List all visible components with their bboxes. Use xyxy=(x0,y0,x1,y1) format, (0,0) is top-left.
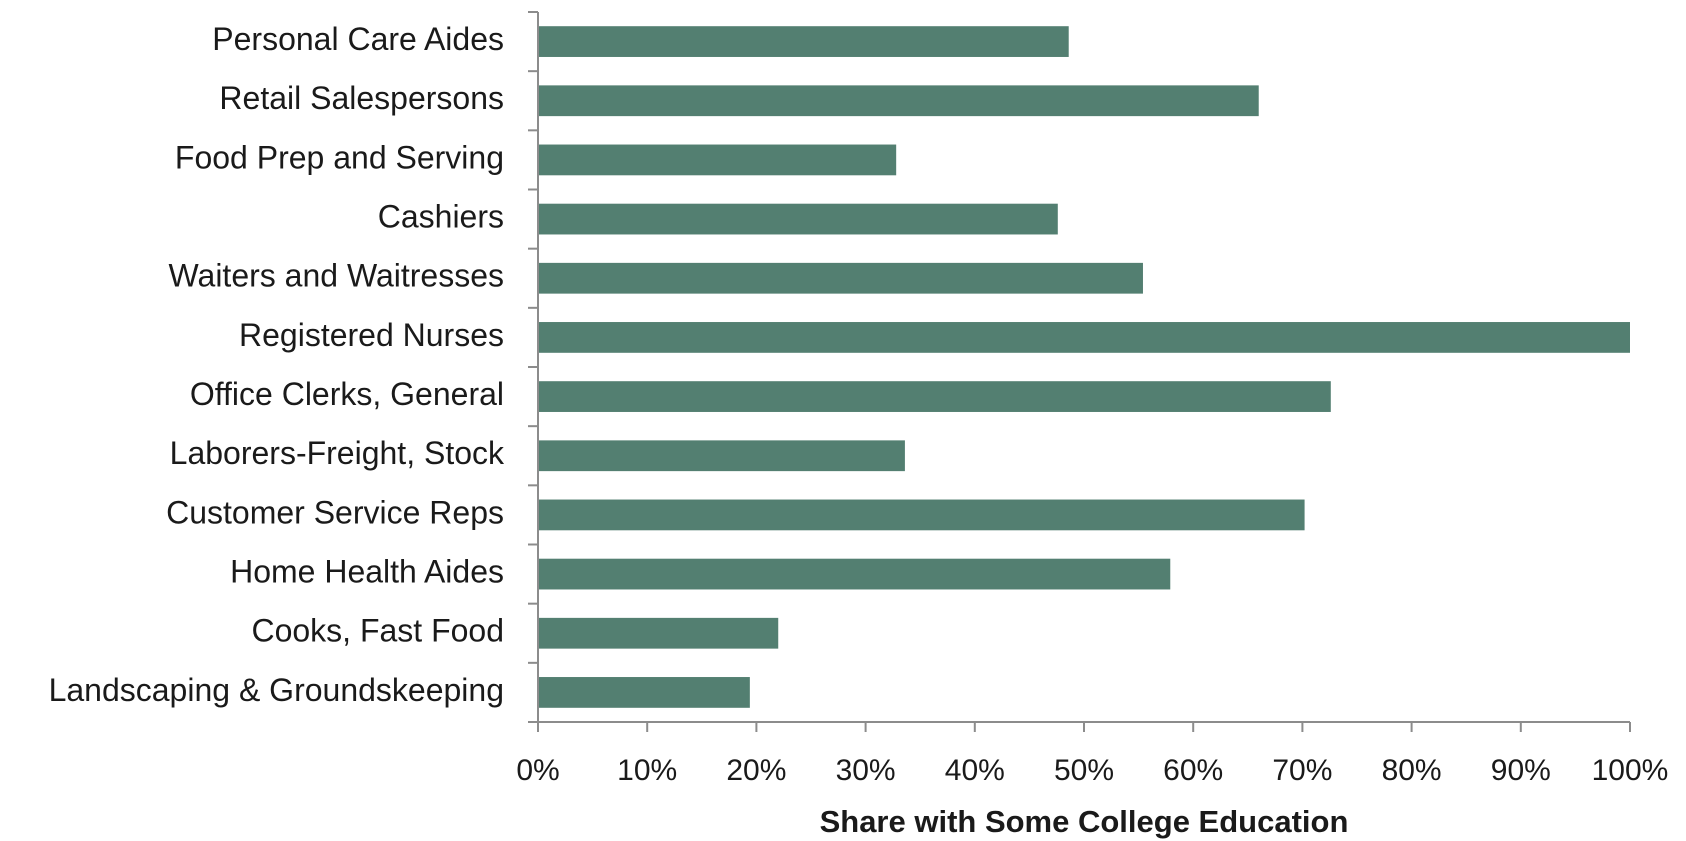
bar xyxy=(538,440,905,472)
x-tick-label: 60% xyxy=(1163,754,1223,787)
bar xyxy=(538,26,1069,57)
x-tick-label: 90% xyxy=(1491,754,1551,787)
bar xyxy=(538,381,1331,412)
category-label: Retail Salespersons xyxy=(219,80,504,116)
x-tick-label: 0% xyxy=(516,754,559,787)
category-label: Waiters and Waitresses xyxy=(169,258,505,294)
x-tick-label: 20% xyxy=(726,754,786,787)
category-label: Customer Service Reps xyxy=(166,494,504,530)
bar xyxy=(538,617,779,649)
category-label: Cashiers xyxy=(378,199,504,235)
x-tick-label: 30% xyxy=(836,754,896,787)
bars-group xyxy=(538,26,1630,708)
bar xyxy=(538,322,1630,353)
category-label: Registered Nurses xyxy=(239,317,504,353)
x-tick-label: 40% xyxy=(945,754,1005,787)
category-label: Landscaping & Groundskeeping xyxy=(49,672,504,708)
bar xyxy=(538,144,897,176)
x-tick-label: 80% xyxy=(1382,754,1442,787)
y-axis-ticks xyxy=(528,11,538,723)
bar xyxy=(538,499,1305,531)
x-tick-label: 10% xyxy=(617,754,677,787)
category-labels: Personal Care Aides Retail Salespersons Fo… xyxy=(49,21,505,708)
x-axis-ticks xyxy=(537,722,1631,732)
category-label: Laborers-Freight, Stock xyxy=(170,435,505,471)
x-tick-label: 100% xyxy=(1592,754,1669,787)
category-label: Home Health Aides xyxy=(230,554,504,590)
category-label: Cooks, Fast Food xyxy=(251,613,504,649)
bar xyxy=(538,677,750,708)
x-tick-label: 50% xyxy=(1054,754,1114,787)
x-tick-label: 70% xyxy=(1272,754,1332,787)
bar xyxy=(538,558,1171,590)
x-axis-title: Share with Some College Education xyxy=(820,804,1349,839)
bar xyxy=(538,85,1259,117)
category-label: Food Prep and Serving xyxy=(175,139,504,175)
bar xyxy=(538,203,1058,235)
category-label: Office Clerks, General xyxy=(190,376,504,412)
x-tick-labels: 0% 10% 20% 30% 40% 50% 60% 70% 80% 90% 100% xyxy=(516,754,1668,787)
bar xyxy=(538,262,1143,294)
category-label: Personal Care Aides xyxy=(212,21,504,57)
